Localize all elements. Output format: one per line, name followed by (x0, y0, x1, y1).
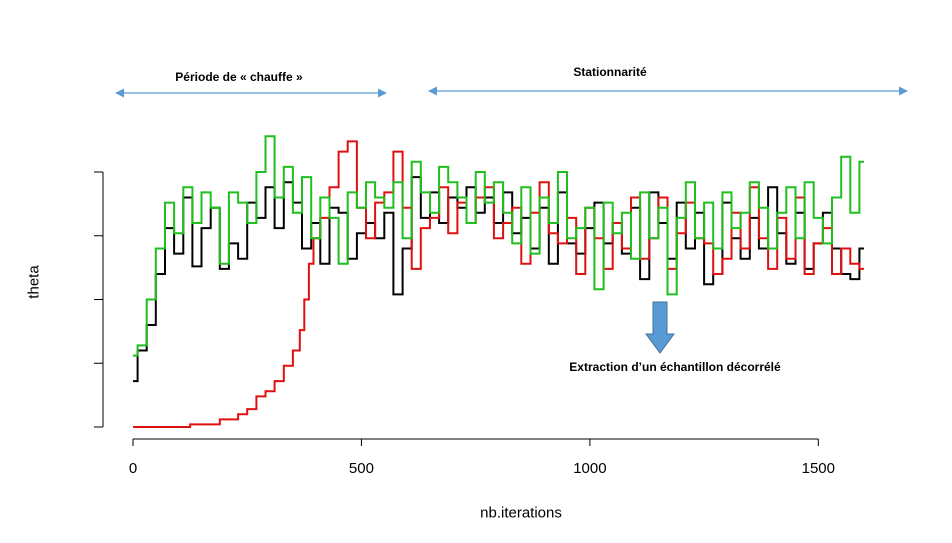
x-tick-label: 1500 (802, 460, 835, 477)
x-tick-label: 0 (129, 460, 137, 477)
x-axis-title: nb.iterations (480, 504, 562, 522)
extraction-down-arrow (645, 301, 675, 354)
series-line-3 (133, 135, 864, 357)
extraction-label: Extraction d’un échantillon décorrélé (569, 360, 781, 374)
series-line-2 (133, 140, 864, 428)
y-axis-title: theta (25, 265, 43, 299)
series-layer (133, 135, 864, 428)
stationarity-label: Stationnarité (573, 65, 647, 79)
series-line-1 (133, 176, 864, 383)
warmup-period-label: Période de « chauffe » (175, 70, 303, 84)
x-tick-label: 500 (349, 460, 374, 477)
annotation-overlay (115, 86, 908, 354)
axes: 0 500 1000 1500 (94, 171, 835, 477)
x-tick-label: 1000 (573, 460, 606, 477)
